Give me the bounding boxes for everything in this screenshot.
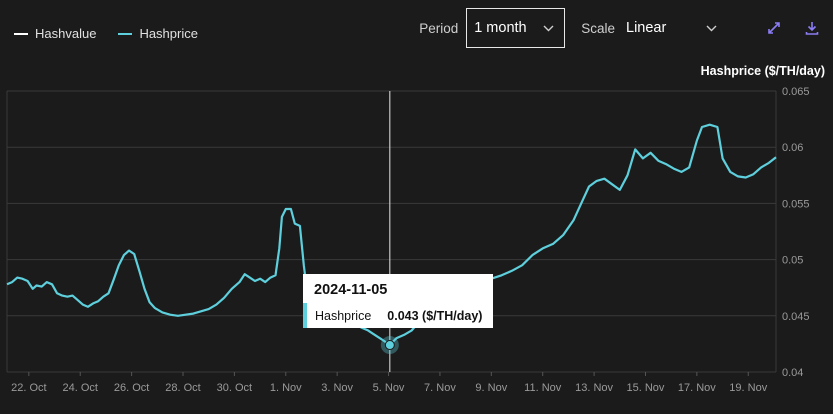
chart-tooltip: 2024-11-05 Hashprice 0.043 ($/TH/day): [303, 274, 493, 328]
chevron-down-icon: [543, 25, 554, 31]
x-tick-label: 30. Oct: [217, 382, 252, 394]
x-tick-label: 7. Nov: [424, 382, 456, 394]
legend-swatch-hashprice: [118, 32, 133, 35]
x-tick-label: 28. Oct: [165, 382, 200, 394]
tooltip-value: 0.043 ($/TH/day): [387, 308, 483, 323]
period-select[interactable]: 1 month: [466, 8, 566, 48]
download-button[interactable]: [801, 17, 823, 39]
expand-diagonal-icon: [768, 22, 780, 34]
x-tick-label: 5. Nov: [373, 382, 405, 394]
y-tick-label: 0.06: [782, 142, 803, 154]
tooltip-series-marker: [303, 303, 307, 328]
x-tick-label: 15. Nov: [627, 382, 665, 394]
x-tick-label: 24. Oct: [62, 382, 97, 394]
legend-item-hashvalue[interactable]: Hashvalue: [14, 26, 96, 41]
x-tick-label: 1. Nov: [270, 382, 302, 394]
legend-swatch-hashvalue: [14, 32, 28, 35]
tooltip-date: 2024-11-05: [314, 282, 388, 298]
y-tick-label: 0.045: [782, 311, 810, 323]
y-tick-label: 0.065: [782, 86, 810, 98]
x-tick-label: 3. Nov: [321, 382, 353, 394]
chart-legend: Hashvalue Hashprice: [14, 26, 198, 41]
scale-select[interactable]: Linear: [619, 8, 727, 48]
y-tick-label: 0.055: [782, 198, 810, 210]
y-tick-label: 0.04: [782, 367, 803, 379]
tooltip-row: Hashprice 0.043 ($/TH/day): [303, 303, 493, 328]
hover-point: [384, 340, 395, 351]
tooltip-series-name: Hashprice: [315, 308, 372, 323]
period-select-value: 1 month: [474, 20, 527, 36]
x-tick-label: 17. Nov: [678, 382, 716, 394]
y-tick-label: 0.05: [782, 255, 803, 267]
legend-item-hashprice[interactable]: Hashprice: [118, 26, 198, 41]
y-axis-title: Hashprice ($/TH/day): [700, 64, 825, 78]
download-icon: [805, 22, 819, 35]
x-tick-label: 19. Nov: [729, 382, 767, 394]
x-tick-label: 9. Nov: [475, 382, 507, 394]
chart-controls: Period 1 month Scale Linear: [419, 8, 823, 48]
x-tick-label: 13. Nov: [575, 382, 613, 394]
legend-label-hashvalue: Hashvalue: [35, 26, 97, 41]
expand-button[interactable]: [763, 17, 785, 39]
scale-label: Scale: [581, 20, 615, 36]
scale-select-value: Linear: [626, 20, 667, 36]
chevron-down-icon: [706, 25, 717, 31]
period-label: Period: [419, 20, 459, 36]
x-tick-label: 11. Nov: [524, 382, 562, 394]
x-tick-label: 26. Oct: [114, 382, 149, 394]
x-tick-label: 22. Oct: [11, 382, 46, 394]
legend-label-hashprice: Hashprice: [139, 26, 198, 41]
